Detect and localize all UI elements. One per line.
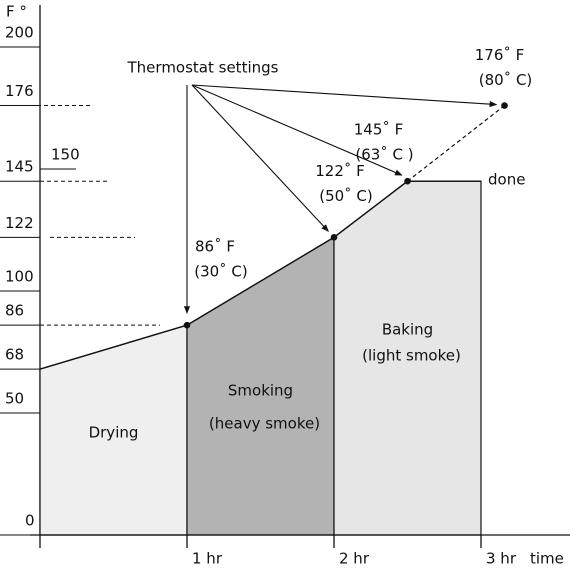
y-tick-label: 100 [5, 268, 34, 286]
x-tick-label: 3 hr [486, 550, 517, 568]
inner-tick-label: 150 [51, 146, 80, 164]
thermostat-arrow [191, 84, 498, 108]
thermostat-arrow [191, 84, 403, 176]
setpoint-label: 122˚ F [315, 162, 365, 180]
x-axis-label: time [530, 550, 564, 568]
setpoint-label: 86˚ F [195, 238, 235, 256]
annotation: Thermostat settings [127, 59, 279, 77]
y-tick-label: 50 [5, 390, 24, 408]
setpoint-label: (63˚ C ) [355, 146, 413, 164]
region-label: Smoking [228, 382, 293, 400]
setpoint-label: 176˚ F [475, 46, 525, 64]
y-tick-label: 200 [5, 24, 34, 42]
x-tick-label: 2 hr [339, 550, 370, 568]
setpoint-label: 145˚ F [354, 121, 404, 139]
setpoint-label: (50˚ C) [319, 187, 373, 205]
y-tick-label: 0 [25, 512, 35, 530]
y-tick-label: 145 [5, 158, 34, 176]
thermostat-arrow [191, 84, 329, 232]
setpoint-label: (30˚ C) [194, 263, 248, 281]
setpoint-label: (80˚ C) [479, 71, 533, 89]
region-label: Baking [382, 321, 433, 339]
setpoint [183, 321, 191, 329]
y-tick-label: 68 [5, 346, 24, 364]
y-tick-label: 122 [5, 214, 34, 232]
region-label: Drying [89, 424, 139, 442]
y-tick-label: 86 [5, 302, 24, 320]
setpoint [330, 234, 338, 241]
y-tick-label: 176 [5, 82, 34, 100]
region-sublabel: (light smoke) [362, 347, 461, 365]
x-tick-label: 1 hr [192, 550, 223, 568]
setpoint [404, 177, 411, 185]
y-axis-label: F ° [6, 3, 27, 21]
setpoint [501, 102, 508, 109]
end-label: done [488, 171, 525, 189]
region-sublabel: (heavy smoke) [209, 415, 320, 433]
